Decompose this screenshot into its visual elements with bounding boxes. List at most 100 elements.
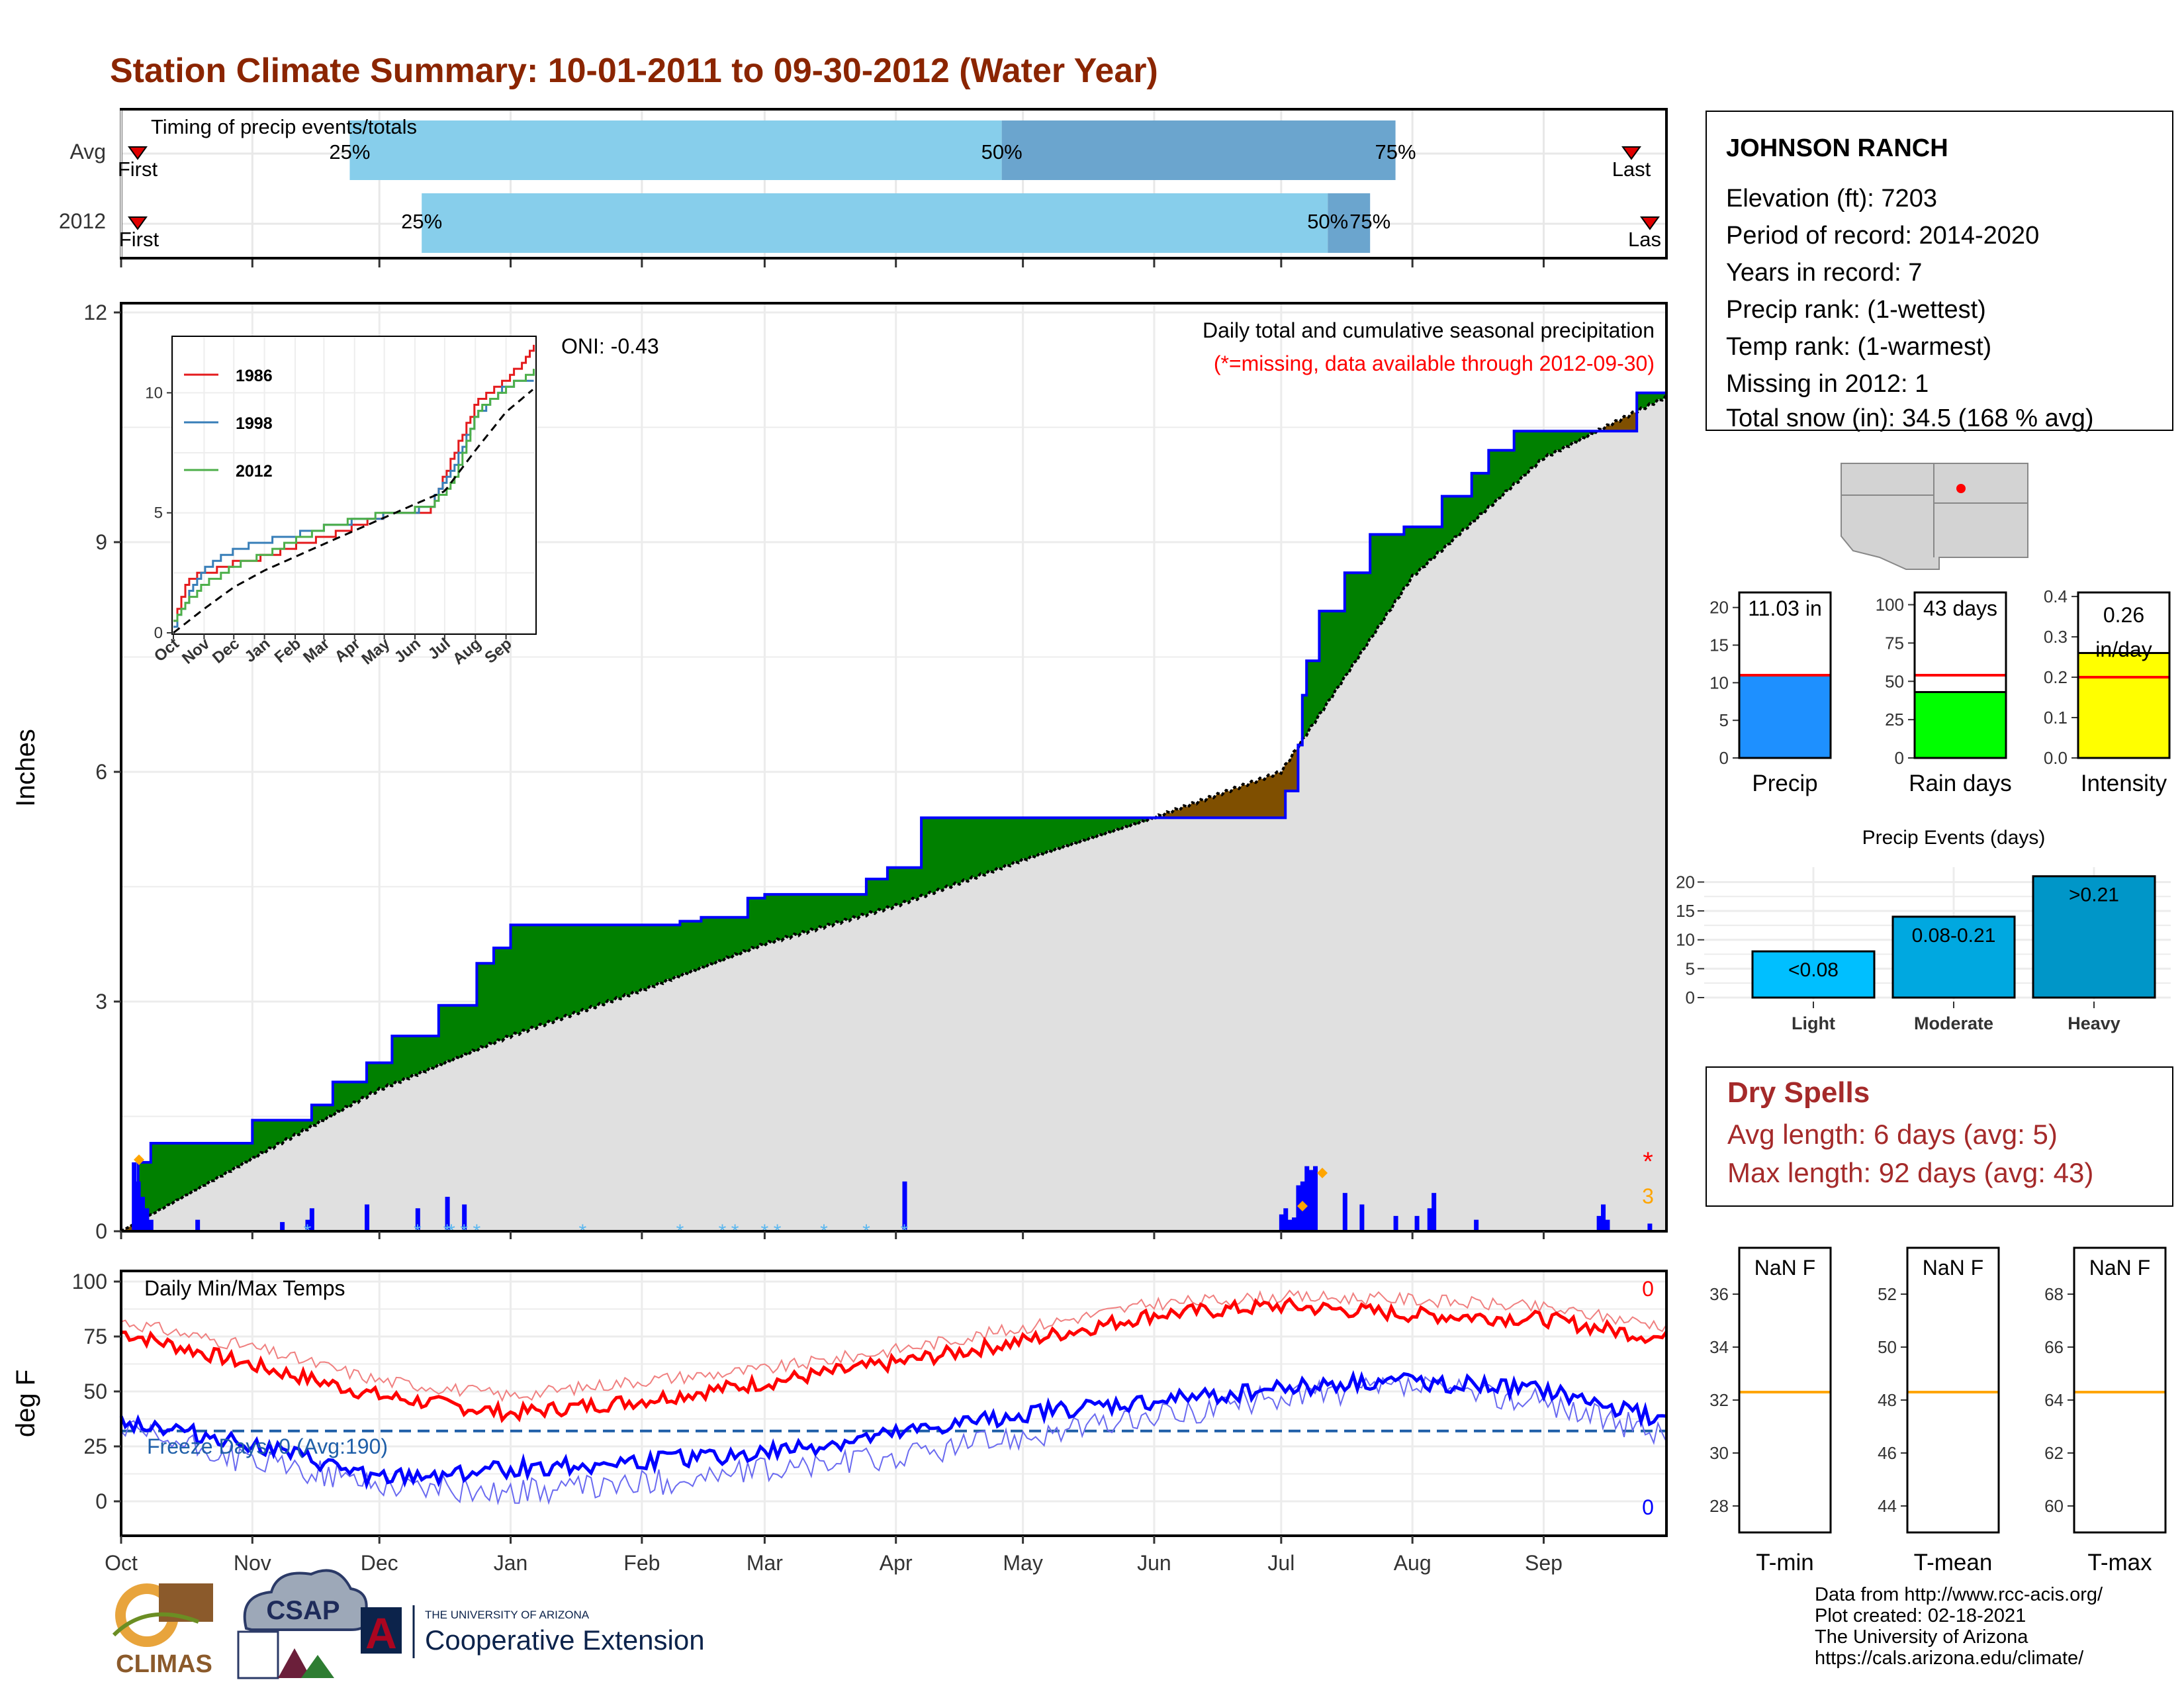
timing-2012-q75: 75%	[1349, 210, 1390, 233]
intensity-axis: 0.0 0.1 0.2 0.3 0.4	[2044, 586, 2078, 768]
average-cumulative-area	[121, 395, 1666, 1231]
intensity-unit: in/day	[2095, 637, 2152, 661]
precip-y-tick-label: 9	[95, 530, 107, 554]
orange-marker	[1317, 1168, 1328, 1178]
temp-panel: 0 25 50 75 100 Oct Nov Dec Jan Feb Mar Apr May Jun Ju…	[11, 1270, 1668, 1575]
precip-total-axis: 0 5 10 15 20	[1709, 598, 1739, 768]
timing-avg-q25-q50	[349, 120, 1002, 180]
climas-logo-text: CLIMAS	[116, 1650, 212, 1678]
csap-logo: CSAP	[237, 1569, 368, 1679]
rain-days-chart: 0 25 50 75 100 43 days Rain days	[1876, 591, 2012, 796]
daily-precip-bar	[1359, 1204, 1365, 1231]
intensity-bar	[2077, 651, 2171, 759]
events-bar-label: 0.08-0.21	[1912, 925, 1996, 947]
events-bar-label: <0.08	[1788, 959, 1839, 981]
tmax-frame	[2073, 1246, 2167, 1534]
events-title: Precip Events (days)	[1862, 827, 2046, 849]
tmin-axis: 28 30 32 34 36	[1709, 1284, 1739, 1516]
stat-tick-label: 100	[1876, 595, 1904, 615]
events-y-tick-label: 10	[1676, 930, 1695, 950]
inset-y-tick-label: 5	[154, 504, 163, 522]
stat-tick-label: 0.0	[2044, 748, 2068, 768]
daily-precip-bar	[1596, 1215, 1602, 1231]
precip-total-frame	[1738, 591, 1832, 759]
tbox-tick-label: 60	[2044, 1496, 2064, 1516]
events-x-tick-label: Light	[1792, 1013, 1835, 1033]
daily-precip-bar	[144, 1208, 150, 1231]
station-precip-rank: Precip rank: (1-wettest)	[1726, 296, 1986, 324]
tbox-tick-label: 62	[2044, 1443, 2064, 1463]
daily-precip-bar	[1313, 1166, 1318, 1231]
timing-avg-q75: 75%	[1375, 140, 1416, 164]
daily-precip-bar	[1432, 1193, 1437, 1231]
daily-precip-bar	[462, 1204, 467, 1231]
dry-spells-title: Dry Spells	[1727, 1076, 1870, 1109]
stat-tick-label: 10	[1709, 673, 1729, 692]
timing-avg-last-marker	[1621, 146, 1641, 160]
inset-y-axis: 0 5 10	[145, 384, 172, 642]
daily-precip-bar	[1308, 1170, 1314, 1231]
daily-precip-bar	[280, 1222, 285, 1231]
daily-precip-bar	[1296, 1185, 1301, 1231]
month-tick-label: Apr	[880, 1551, 913, 1575]
tmin-average-line	[120, 1376, 1667, 1506]
intensity-label: Intensity	[2081, 771, 2167, 796]
tmean-axis: 44 46 48 50 52	[1878, 1284, 1907, 1516]
month-tick-label: Nov	[234, 1551, 271, 1575]
tmean-value: NaN F	[1923, 1256, 1983, 1280]
legend-label-1986: 1986	[236, 367, 273, 385]
timing-bars	[349, 120, 1396, 253]
precip-y-axis: 0 3 6 9 12	[83, 301, 1545, 1243]
events-bar-heavy	[2032, 875, 2156, 999]
station-location-dot	[1956, 484, 1966, 493]
precip-frame	[120, 302, 1668, 1233]
timing-label: Timing of precip events/totals	[151, 115, 417, 138]
precip-y-axis-title: Inches	[11, 729, 40, 807]
daily-precip-bar	[445, 1196, 450, 1231]
timing-avg-q50-q75	[1001, 120, 1396, 180]
stat-tick-label: 0.1	[2044, 708, 2068, 727]
daily-precip-bar	[140, 1196, 145, 1231]
events-axis: 0 5 10 15 20 Light Moderate Heavy	[1676, 872, 2120, 1033]
daily-precip-bar	[132, 1162, 137, 1231]
dry-spells-frame	[1706, 1066, 2173, 1207]
orange-marker	[134, 1154, 144, 1165]
temp-background	[121, 1271, 1666, 1536]
events-y-tick-label: 0	[1686, 988, 1695, 1008]
inset-legend: 1986 1998 2012	[184, 367, 273, 481]
rain-days-label: Rain days	[1909, 771, 2012, 796]
tmean-label: T-mean	[1914, 1550, 1993, 1575]
temp-chart-title: Daily Min/Max Temps	[144, 1276, 345, 1300]
temp-y-tick-label: 100	[72, 1270, 107, 1293]
month-tick-label: Jan	[494, 1551, 528, 1575]
tmax-axis: 60 62 64 66 68	[2044, 1284, 2074, 1516]
oni-value: ONI: -0.43	[561, 334, 659, 358]
daily-precip-bar	[902, 1181, 907, 1231]
precip-total-value: 11.03 in	[1748, 596, 1822, 620]
timing-row-avg-label: Avg	[69, 140, 106, 164]
ua-logo: A THE UNIVERSITY OF ARIZONA Cooperative …	[361, 1605, 705, 1658]
station-years: Years in record: 7	[1726, 259, 1922, 287]
footer-credits: Data from http://www.rcc-acis.org/ Plot …	[1815, 1584, 2103, 1669]
ua-logo-big-text: Cooperative Extension	[425, 1624, 705, 1656]
timing-avg-q25: 25%	[329, 140, 370, 164]
tmin-frame	[1738, 1246, 1832, 1534]
observed-cumulative-line	[121, 387, 1668, 1233]
csap-logo-text: CSAP	[266, 1596, 340, 1625]
daily-precip-bar	[136, 1181, 141, 1231]
month-tick-label: Dec	[361, 1551, 398, 1575]
legend-label-1998: 1998	[236, 414, 273, 433]
above-average-area	[121, 393, 1666, 1231]
events-bar-moderate	[1891, 915, 2016, 999]
tbox-tick-label: 68	[2044, 1284, 2064, 1304]
station-frame	[1706, 111, 2173, 431]
dry-spells-max: Max length: 92 days (avg: 43)	[1727, 1157, 2093, 1188]
events-y-tick-label: 5	[1686, 959, 1695, 978]
timing-avg-first-label: First	[118, 158, 158, 181]
legend-label-2012: 2012	[236, 462, 273, 481]
month-tick-label: Aug	[1394, 1551, 1432, 1575]
daily-precip-bar	[1605, 1219, 1610, 1231]
intensity-value: 0.26	[2103, 603, 2144, 627]
stat-tick-label: 50	[1885, 671, 1904, 691]
footer-line: https://cals.arizona.edu/climate/	[1815, 1648, 2084, 1669]
